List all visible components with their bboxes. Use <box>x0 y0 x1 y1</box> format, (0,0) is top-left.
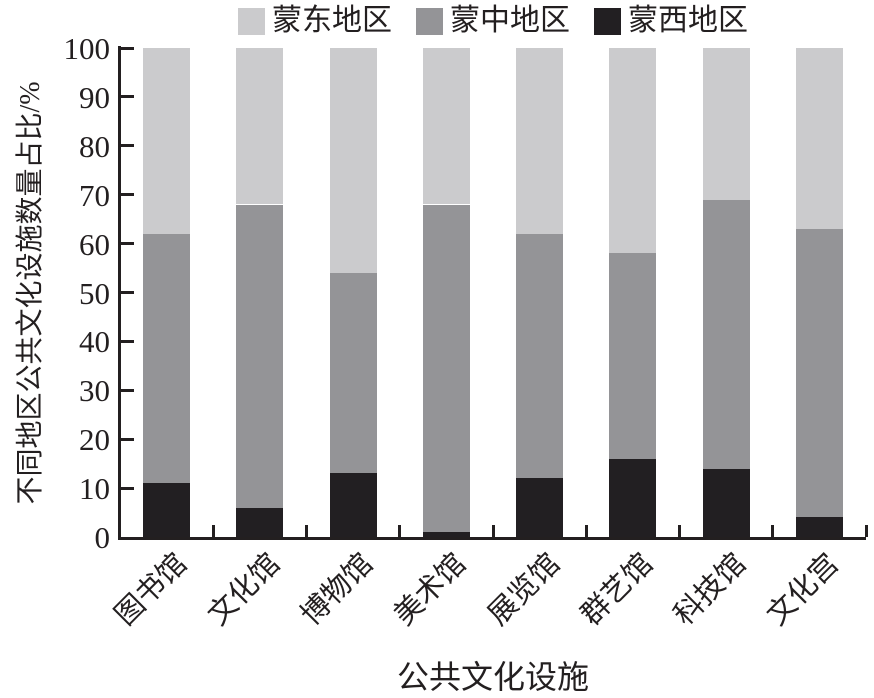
y-tick-label: 70 <box>79 177 110 213</box>
x-tick-mark <box>398 525 402 537</box>
x-axis-line <box>118 537 866 540</box>
bar-segment-mid-文化馆 <box>236 204 284 508</box>
bar-segment-east-科技馆 <box>702 48 750 200</box>
bar-segment-west-博物馆 <box>329 473 377 537</box>
bar-segment-east-美术馆 <box>422 48 470 205</box>
x-axis-title: 公共文化设施 <box>396 659 589 695</box>
x-category-label: 科技馆 <box>668 547 753 632</box>
bar-segment-east-博物馆 <box>329 48 377 273</box>
y-tick-mark <box>121 95 134 99</box>
y-tick-mark <box>121 144 134 148</box>
y-tick-label: 0 <box>94 520 111 555</box>
bar-segment-west-群艺馆 <box>609 458 657 537</box>
x-tick-mark <box>305 525 308 537</box>
y-tick-mark <box>121 339 134 343</box>
y-tick-label: 50 <box>79 275 110 311</box>
x-tick-mark <box>211 525 215 537</box>
bar-segment-mid-博物馆 <box>329 272 377 474</box>
bar-segment-east-图书馆 <box>143 48 191 234</box>
legend-swatch-icon <box>238 7 265 35</box>
chart-legend: 蒙东地区 蒙中地区 蒙西地区 <box>120 2 866 40</box>
legend-item-west: 蒙西地区 <box>594 6 748 36</box>
y-tick-mark <box>121 437 134 441</box>
x-tick-mark <box>491 525 495 537</box>
legend-swatch-icon <box>416 7 443 35</box>
x-category-label: 文化馆 <box>201 547 287 632</box>
y-tick-label: 10 <box>79 471 110 507</box>
x-tick-mark <box>584 525 588 537</box>
x-category-label: 群艺馆 <box>574 547 660 632</box>
y-tick-mark <box>121 193 134 197</box>
bar-segment-west-文化馆 <box>236 507 284 537</box>
x-tick-mark <box>771 525 775 537</box>
legend-item-east: 蒙东地区 <box>238 6 392 36</box>
y-tick-label: 90 <box>79 79 110 115</box>
bar-segment-east-文化宫 <box>795 48 843 229</box>
bar-segment-west-展览馆 <box>516 478 564 537</box>
x-category-label: 展览馆 <box>481 547 566 632</box>
y-tick-mark <box>121 291 134 294</box>
legend-label: 蒙东地区 <box>272 4 392 37</box>
y-tick-label: 80 <box>79 128 110 164</box>
y-tick-mark <box>121 46 134 50</box>
bar-segment-mid-群艺馆 <box>609 253 657 459</box>
bar-segment-west-科技馆 <box>702 468 750 537</box>
bar-segment-east-群艺馆 <box>609 48 657 254</box>
y-tick-mark <box>121 242 134 246</box>
bar-segment-west-美术馆 <box>422 532 470 537</box>
y-tick-mark <box>121 388 134 392</box>
y-tick-label: 40 <box>79 324 110 360</box>
bar-segment-mid-美术馆 <box>422 204 470 533</box>
bar-segment-mid-展览馆 <box>516 233 564 479</box>
legend-item-mid: 蒙中地区 <box>416 6 570 36</box>
x-category-label: 图书馆 <box>108 547 193 632</box>
x-tick-mark <box>864 525 868 537</box>
legend-label: 蒙中地区 <box>450 4 570 37</box>
legend-swatch-icon <box>594 7 621 35</box>
x-tick-mark <box>678 525 681 537</box>
plot-area <box>120 48 866 537</box>
y-tick-label: 30 <box>79 373 110 409</box>
x-category-label: 文化宫 <box>761 547 846 632</box>
bar-segment-mid-科技馆 <box>702 199 750 469</box>
y-tick-label: 60 <box>79 226 110 262</box>
bar-segment-west-文化宫 <box>795 517 843 537</box>
y-tick-mark <box>121 486 134 490</box>
x-category-label: 博物馆 <box>295 547 380 632</box>
bar-segment-west-图书馆 <box>143 483 191 537</box>
x-category-label: 美术馆 <box>388 547 473 632</box>
bar-segment-mid-文化宫 <box>795 228 843 518</box>
bar-segment-east-文化馆 <box>236 48 284 205</box>
bar-segment-mid-图书馆 <box>143 233 191 484</box>
legend-label: 蒙西地区 <box>628 4 748 37</box>
y-tick-label: 100 <box>63 31 111 66</box>
bar-segment-east-展览馆 <box>516 48 564 234</box>
y-axis-line <box>118 46 121 540</box>
y-tick-label: 20 <box>79 422 110 458</box>
